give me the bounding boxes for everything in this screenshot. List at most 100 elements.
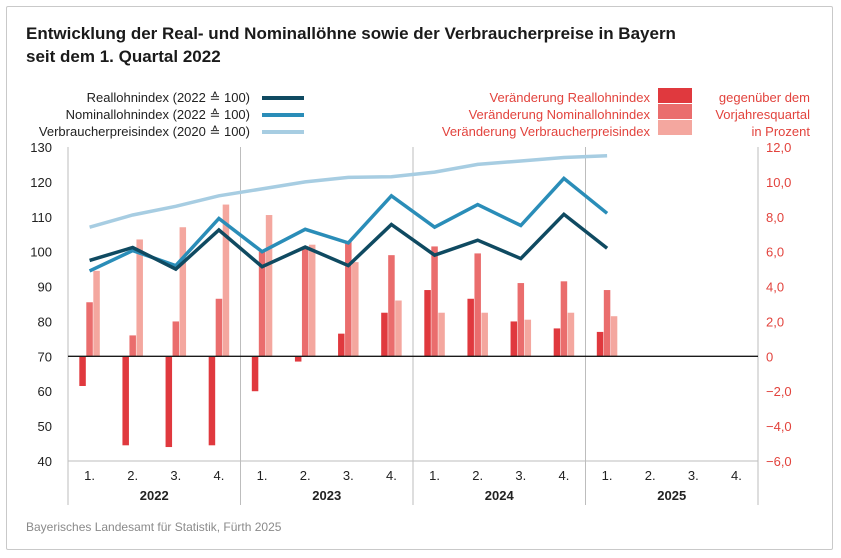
right-tick-label: 12,0	[766, 140, 791, 155]
bar-vpi	[179, 227, 187, 357]
legend-reallohnindex-label: Reallohnindex (2022 ≙ 100)	[87, 90, 250, 105]
chart-title-line1: Entwicklung der Real- und Nominallöhne s…	[26, 24, 676, 43]
chart-title: Entwicklung der Real- und Nominallöhne s…	[26, 22, 786, 68]
bar-vpi	[265, 215, 273, 357]
bar-vpi	[481, 312, 488, 357]
legend-veraenderung-reallohn-swatch	[658, 88, 692, 103]
legend-verbraucherpreisindex-label: Verbraucherpreisindex (2020 ≙ 100)	[39, 124, 250, 139]
bar-nominallohn	[129, 335, 136, 357]
bar-reallohn	[467, 298, 474, 357]
line-legend: Reallohnindex (2022 ≙ 100) Nominallohnin…	[39, 90, 304, 139]
bar-vpi	[352, 262, 359, 357]
line-nominallohnindex	[88, 176, 609, 273]
right-tick-label: −2,0	[766, 384, 792, 399]
x-tick-label: 1.	[429, 468, 440, 483]
bar-nominallohn	[388, 255, 395, 357]
chart-frame	[6, 6, 833, 550]
bar-vpi	[610, 316, 618, 357]
legend-note-line1: gegenüber dem	[719, 90, 810, 105]
bar-vpi	[136, 239, 143, 357]
x-tick-label: 3.	[515, 468, 526, 483]
plot-area: 130 120 110 100 90 80 70 60 50 40 12,0 10,0 8,0 6,0 4,…	[30, 140, 792, 505]
x-tick-label: 1.	[84, 468, 95, 483]
bar-nominallohn	[517, 283, 525, 357]
x-tick-label: 3.	[343, 468, 354, 483]
left-tick-label: 50	[38, 419, 52, 434]
bar-vpi	[395, 300, 402, 357]
legend-veraenderung-nominallohn-swatch	[658, 104, 692, 119]
bar-reallohn	[424, 290, 431, 357]
legend-note-line3: in Prozent	[751, 124, 810, 139]
bar-reallohn	[122, 356, 129, 446]
x-tick-label: 1.	[257, 468, 268, 483]
bar-nominallohn	[301, 246, 309, 357]
bar-vpi	[524, 319, 532, 357]
legend-veraenderung-reallohn-label: Veränderung Reallohnindex	[490, 90, 651, 105]
year-label: 2025	[657, 488, 686, 503]
line-verbraucherpreisindex	[89, 153, 608, 229]
bar-reallohn	[294, 356, 302, 362]
x-tick-label: 1.	[602, 468, 613, 483]
legend-note-line2: Vorjahresquartal	[715, 107, 810, 122]
right-tick-label: −6,0	[766, 454, 792, 469]
legend-veraenderung-vpi-swatch	[658, 120, 692, 135]
x-tick-label: 2.	[472, 468, 483, 483]
right-tick-label: 8,0	[766, 210, 784, 225]
bar-vpi	[438, 312, 445, 357]
x-tick-label: 2.	[127, 468, 138, 483]
bar-nominallohn	[603, 290, 611, 357]
left-tick-label: 100	[30, 245, 52, 260]
left-tick-label: 120	[30, 175, 52, 190]
bar-nominallohn	[345, 241, 352, 357]
right-tick-label: 6,0	[766, 245, 784, 260]
right-tick-label: 2,0	[766, 314, 784, 329]
legend-veraenderung-nominallohn-label: Veränderung Nominallohnindex	[469, 107, 651, 122]
bar-reallohn	[381, 312, 388, 357]
bar-vpi	[567, 312, 575, 357]
x-tick-label: 2.	[645, 468, 656, 483]
bar-vpi	[308, 244, 316, 357]
x-tick-label: 4.	[559, 468, 570, 483]
bar-reallohn	[596, 331, 604, 357]
right-tick-label: −4,0	[766, 419, 792, 434]
bar-reallohn	[510, 321, 518, 357]
year-label: 2024	[485, 488, 515, 503]
legend-nominallohnindex-label: Nominallohnindex (2022 ≙ 100)	[66, 107, 250, 122]
chart-title-line2: seit dem 1. Quartal 2022	[26, 47, 221, 66]
left-tick-label: 90	[38, 280, 52, 295]
left-tick-label: 60	[38, 384, 52, 399]
bar-reallohn	[338, 333, 345, 357]
bar-reallohn	[553, 328, 561, 357]
bar-legend: Veränderung Reallohnindex Veränderung No…	[442, 88, 810, 139]
bar-vpi	[222, 204, 230, 357]
bar-nominallohn	[560, 281, 568, 357]
right-tick-label: 4,0	[766, 280, 784, 295]
bar-nominallohn	[215, 298, 223, 357]
bar-vpi	[93, 270, 100, 357]
left-tick-label: 80	[38, 314, 52, 329]
bar-reallohn	[165, 356, 173, 448]
bar-nominallohn	[86, 302, 93, 357]
left-tick-label: 130	[30, 140, 52, 155]
bar-nominallohn	[431, 246, 438, 357]
x-tick-label: 4.	[731, 468, 742, 483]
x-tick-label: 3.	[688, 468, 699, 483]
right-tick-label: 0	[766, 349, 773, 364]
year-label: 2022	[140, 488, 169, 503]
x-tick-label: 4.	[386, 468, 397, 483]
left-tick-label: 40	[38, 454, 52, 469]
left-tick-label: 110	[31, 210, 52, 225]
left-tick-label: 70	[38, 349, 52, 364]
bar-reallohn	[251, 356, 259, 392]
bar-reallohn	[79, 356, 86, 386]
year-label: 2023	[312, 488, 341, 503]
legend-veraenderung-vpi-label: Veränderung Verbraucherpreisindex	[442, 124, 651, 139]
x-tick-label: 3.	[170, 468, 181, 483]
right-tick-label: 10,0	[766, 175, 791, 190]
x-tick-label: 2.	[300, 468, 311, 483]
bar-nominallohn	[258, 251, 266, 357]
bar-reallohn	[208, 356, 216, 446]
bar-nominallohn	[474, 253, 481, 357]
line-reallohnindex	[89, 211, 609, 272]
